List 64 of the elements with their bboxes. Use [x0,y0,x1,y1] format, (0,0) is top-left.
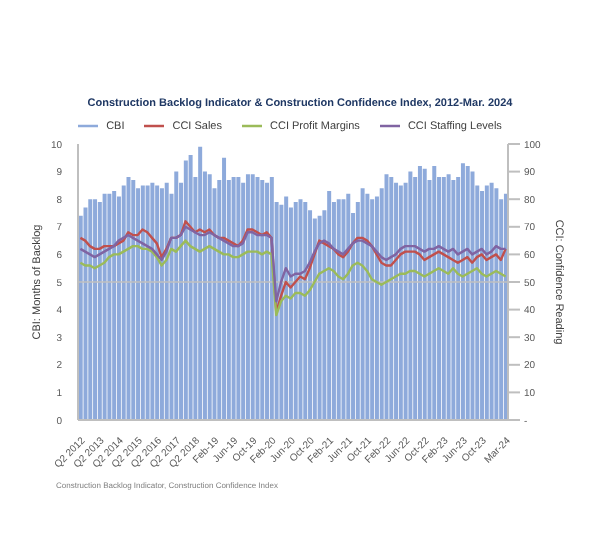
bar [250,174,255,420]
bar [470,171,475,420]
bar [183,160,188,420]
bar [432,166,437,420]
bar [370,199,375,420]
bar [284,196,289,420]
bar [489,182,494,420]
bar [93,199,98,420]
bar [317,215,322,420]
bar [83,207,88,420]
bar [422,168,427,420]
bar [245,174,250,420]
bar [97,201,102,420]
bar [327,190,332,420]
bar [384,174,389,420]
bar [131,179,136,420]
bar [484,185,489,420]
bar [265,182,270,420]
bar [155,185,160,420]
bar [346,193,351,420]
bar [394,182,399,420]
bar [312,218,317,420]
bar [121,185,126,420]
bar [136,188,141,420]
bar [451,179,456,420]
bar [78,215,83,420]
bar [303,201,308,420]
bar [260,179,265,420]
bar [198,146,203,420]
bar [140,185,145,420]
bar [102,193,107,420]
bar [417,166,422,420]
bar [145,185,150,420]
bar [236,177,241,420]
bar [164,182,169,420]
bar [494,188,499,420]
bar [341,199,346,420]
bar [107,193,112,420]
bar [398,185,403,420]
bar [360,188,365,420]
bar [112,190,117,420]
bar [365,193,370,420]
bar [174,171,179,420]
bar [441,177,446,420]
bar [188,155,193,420]
bar [241,182,246,420]
bar [298,199,303,420]
bar [465,166,470,420]
bar [231,177,236,420]
bar [126,177,131,420]
bar [374,196,379,420]
bar [207,174,212,420]
bar [336,199,341,420]
bar [446,174,451,420]
bar [255,177,260,420]
bar [222,157,227,420]
bar [88,199,93,420]
bar [293,201,298,420]
bar [480,190,485,420]
bar [159,188,164,420]
bar [389,177,394,420]
bar [408,171,413,420]
bar [460,163,465,420]
bar [150,182,155,420]
